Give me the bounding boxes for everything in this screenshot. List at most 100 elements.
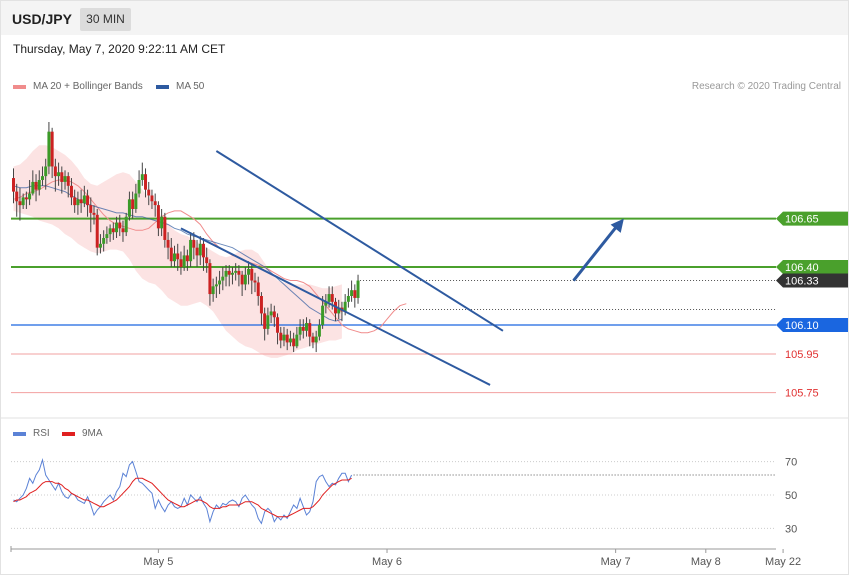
candle-down [259, 296, 263, 314]
legend-ma20: MA 20 + Bollinger Bands [13, 81, 143, 92]
candle-down [73, 197, 77, 206]
candle-up [247, 268, 251, 275]
candle-down [185, 255, 189, 262]
candle-up [269, 311, 273, 316]
price-tag-label: 105.95 [785, 349, 819, 361]
price-tag-label: 106.65 [785, 214, 819, 226]
candle-up [324, 301, 328, 306]
currency-pair-title: USD/JPY [12, 11, 72, 27]
candle-up [230, 272, 234, 275]
candle-up [356, 280, 360, 298]
candle-up [28, 193, 32, 200]
candle-up [127, 199, 131, 217]
timeframe-badge[interactable]: 30 MIN [80, 8, 131, 31]
rsi-tick-label: 30 [785, 523, 797, 535]
candle-down [272, 311, 276, 318]
projection-arrow-shaft [572, 222, 621, 282]
price-tag-label: 106.33 [785, 276, 819, 288]
candle-down [150, 195, 154, 202]
candle-up [282, 334, 286, 341]
projection-arrow-head [610, 218, 624, 233]
legend-rsi-ma: 9MA [62, 428, 103, 439]
candle-down [240, 274, 244, 285]
rsi-tick-label: 70 [785, 457, 797, 469]
candle-down [144, 174, 148, 190]
candle-down [79, 199, 83, 204]
trendline-channel-lower [180, 227, 491, 386]
candle-down [50, 131, 54, 167]
candle-down [256, 282, 260, 296]
candle-up [298, 326, 302, 335]
candle-down [163, 216, 167, 240]
price-tag-box [776, 318, 848, 332]
rsi-swatch [13, 431, 26, 436]
candle-down [153, 201, 157, 206]
candle-up [221, 276, 225, 281]
candle-down [201, 243, 205, 258]
candle-down [166, 239, 170, 248]
candle-up [214, 284, 218, 287]
candle-up [189, 239, 193, 262]
candle-down [195, 247, 199, 256]
candle-down [92, 212, 96, 215]
x-axis-label: May 22 [765, 556, 801, 568]
x-axis-label: May 5 [143, 556, 173, 568]
candle-up [115, 222, 119, 233]
x-axis-label: May 8 [691, 556, 721, 568]
price-tag: 106.10 [776, 318, 848, 332]
candle-down [53, 166, 57, 177]
candle-down [250, 268, 254, 281]
candle-down [24, 197, 28, 200]
candle-down [176, 253, 180, 260]
price-tag: 105.75 [785, 388, 819, 400]
rsi-ma-swatch [62, 431, 75, 436]
candle-up [321, 305, 325, 325]
candle-down [169, 247, 173, 262]
candle-up [108, 228, 112, 235]
candle-down [330, 294, 334, 302]
candle-up [266, 315, 270, 329]
candle-up [63, 176, 67, 182]
candle-down [276, 317, 280, 333]
candle-down [147, 189, 151, 196]
price-tag-box [776, 273, 848, 288]
candle-down [118, 222, 122, 229]
candle-up [224, 270, 228, 277]
candle-down [34, 181, 38, 190]
candle-up [105, 234, 109, 238]
candle-up [102, 238, 106, 244]
candle-down [311, 336, 315, 343]
candle-up [140, 174, 144, 180]
candle-down [131, 199, 135, 209]
candle-down [95, 214, 99, 248]
ma20-swatch [13, 84, 26, 89]
rsi-tick-label: 50 [785, 490, 797, 502]
candle-up [295, 334, 299, 347]
price-tag-label: 106.10 [785, 320, 819, 332]
candle-up [243, 274, 247, 285]
timestamp: Thursday, May 7, 2020 9:22:11 AM CET [13, 42, 226, 56]
candle-up [346, 296, 350, 302]
candle-down [15, 191, 19, 202]
candle-down [192, 239, 196, 248]
candle-up [47, 131, 51, 167]
candle-up [160, 216, 164, 229]
legend-ma50: MA 50 [156, 81, 204, 92]
candle-up [21, 197, 25, 206]
candle-up [350, 290, 354, 296]
price-tag-box [776, 260, 848, 274]
candle-down [237, 270, 241, 275]
price-tag-label: 105.75 [785, 388, 819, 400]
candle-up [137, 180, 141, 194]
candle-down [301, 326, 305, 331]
candle-down [121, 228, 125, 233]
price-tag: 106.33 [776, 273, 848, 288]
candle-up [31, 181, 35, 194]
candle-up [57, 172, 61, 177]
candle-down [156, 205, 160, 229]
candle-down [353, 290, 357, 298]
x-axis-label: May 6 [372, 556, 402, 568]
candle-down [89, 205, 93, 213]
candle-up [98, 243, 102, 248]
